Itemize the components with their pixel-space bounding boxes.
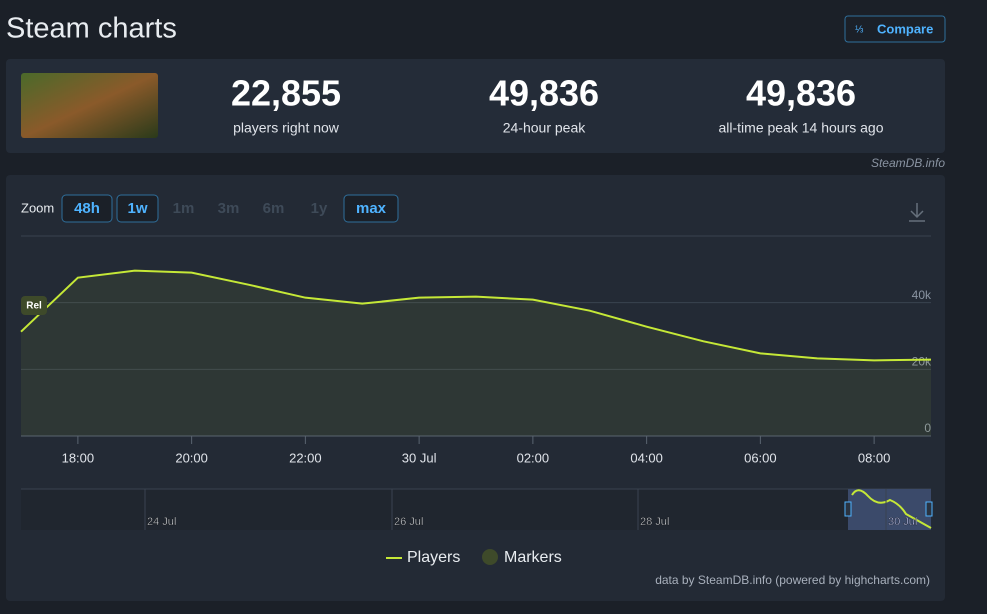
navigator-handle[interactable]	[925, 501, 933, 517]
zoom-label: Zoom	[21, 200, 54, 215]
compare-label[interactable]: Compare	[877, 21, 933, 36]
x-tick-label: 18:00	[62, 450, 95, 465]
zoom-button-label[interactable]: 48h	[74, 200, 100, 217]
compare-button[interactable]	[844, 15, 946, 43]
y-tick-label: 40k	[912, 288, 932, 302]
stat-label: 24-hour peak	[503, 120, 587, 136]
legend-label[interactable]: Markers	[504, 549, 562, 566]
download-icon[interactable]	[909, 203, 925, 222]
compare-icon: ⅓	[855, 25, 864, 36]
navigator-selection	[848, 489, 931, 530]
legend-label[interactable]: Players	[407, 549, 460, 566]
navigator-handle[interactable]	[844, 501, 852, 517]
footer: data by SteamDB.info (powered by highcha…	[655, 573, 930, 587]
x-tick-label: 30 Jul	[402, 450, 437, 465]
stat-label: all-time peak 14 hours ago	[719, 120, 884, 136]
y-tick-label: 0	[924, 421, 931, 435]
stat-value: 49,836	[746, 73, 856, 114]
legend-marker	[482, 549, 498, 565]
stats: 22,855 players right now 49,836 24-hour pea…	[231, 73, 884, 136]
stat-value: 49,836	[489, 73, 599, 114]
zoom-button-label[interactable]: max	[356, 200, 387, 217]
navigator-labels: 24 Jul 26 Jul 28 Jul 30 Jul	[144, 489, 918, 530]
x-tick-label: 08:00	[858, 450, 891, 465]
x-tick-label: 20:00	[175, 450, 208, 465]
navigator-label: 26 Jul	[394, 516, 423, 528]
navigator-label: 24 Jul	[147, 516, 176, 528]
navigator-label: 28 Jul	[640, 516, 669, 528]
page-title: Steam charts	[6, 13, 177, 45]
zoom-button-label[interactable]: 6m	[263, 200, 285, 217]
zoom-button[interactable]	[61, 194, 113, 223]
plot: 0 20k 40k 18:00 20:00 22:00 30 Jul 02:00 04:00 06…	[20, 269, 932, 465]
zoom-button-label[interactable]: 1y	[311, 200, 328, 217]
stat-label: players right now	[233, 120, 340, 136]
x-tick-label: 22:00	[289, 450, 322, 465]
zoom-button[interactable]	[116, 194, 159, 223]
zoom-button-label[interactable]: 1m	[173, 200, 195, 217]
line	[20, 269, 932, 362]
x-tick-label: 02:00	[517, 450, 550, 465]
area	[21, 270, 931, 436]
marker-flag[interactable]	[21, 296, 47, 315]
x-tick-label: 04:00	[630, 450, 663, 465]
navigator	[21, 489, 931, 530]
stats-panel	[6, 59, 945, 153]
zoom-button[interactable]	[343, 194, 399, 223]
game-image	[21, 73, 158, 138]
navigator-series	[851, 489, 932, 529]
marker-label[interactable]: Rel	[26, 301, 42, 312]
navigator-label: 30 Jul	[888, 516, 917, 528]
zoom-button-label[interactable]: 3m	[218, 200, 240, 217]
zoom-buttons: 48h 1w 1m 3m 6m 1y max	[61, 194, 399, 223]
zoom-button-label[interactable]: 1w	[127, 200, 147, 217]
y-tick-label: 20k	[912, 355, 932, 369]
x-tick-label: 06:00	[744, 450, 777, 465]
stat-value: 22,855	[231, 73, 341, 114]
source-label: SteamDB.info	[871, 156, 945, 170]
